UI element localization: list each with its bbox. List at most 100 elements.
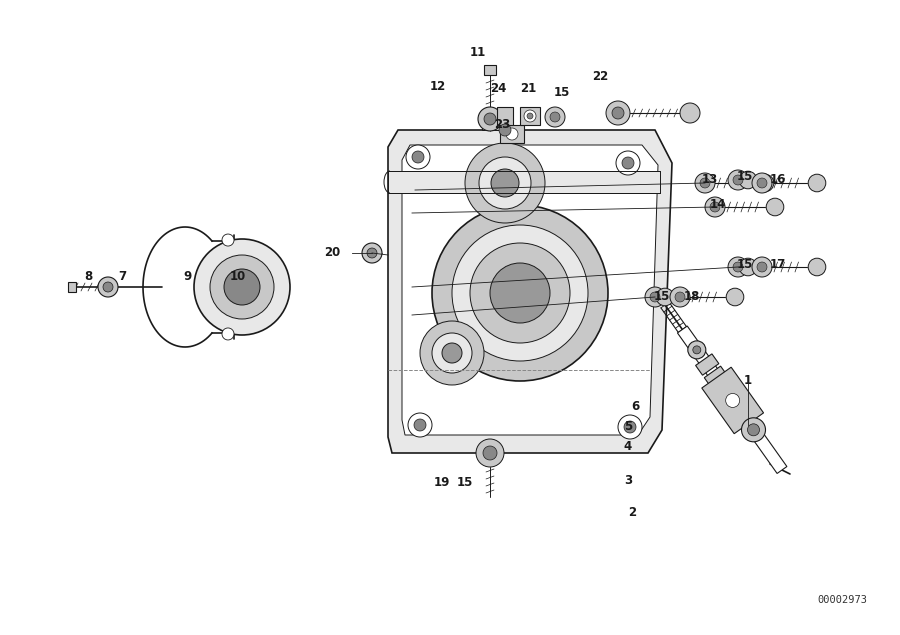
Circle shape (224, 269, 260, 305)
Circle shape (210, 255, 274, 319)
Text: 22: 22 (592, 70, 608, 83)
Circle shape (483, 446, 497, 460)
Circle shape (622, 157, 634, 169)
Circle shape (545, 107, 565, 127)
Polygon shape (696, 354, 719, 375)
Circle shape (808, 174, 826, 192)
Text: 23: 23 (494, 119, 510, 131)
Circle shape (476, 439, 504, 467)
Circle shape (442, 343, 462, 363)
Circle shape (478, 107, 502, 131)
Polygon shape (402, 145, 658, 435)
Bar (484, 65, 496, 75)
Circle shape (432, 333, 472, 373)
Circle shape (752, 173, 772, 193)
Circle shape (700, 178, 710, 188)
Circle shape (675, 292, 685, 302)
Circle shape (742, 418, 766, 442)
Circle shape (491, 169, 519, 197)
Polygon shape (705, 366, 730, 391)
Text: 15: 15 (457, 476, 473, 490)
Bar (520, 107, 540, 125)
Bar (68, 282, 76, 292)
Text: 18: 18 (684, 290, 700, 304)
Circle shape (680, 103, 700, 123)
Circle shape (733, 262, 743, 272)
Text: 10: 10 (230, 271, 246, 283)
Circle shape (728, 257, 748, 277)
Circle shape (470, 243, 570, 343)
Circle shape (739, 258, 757, 276)
Circle shape (550, 112, 560, 122)
Bar (497, 107, 513, 125)
Text: 15: 15 (737, 258, 753, 272)
Circle shape (499, 124, 511, 136)
Circle shape (808, 258, 826, 276)
Circle shape (726, 288, 743, 306)
Circle shape (527, 113, 533, 119)
Bar (388, 171, 660, 193)
Circle shape (748, 424, 760, 436)
Circle shape (98, 277, 118, 297)
Text: 5: 5 (624, 420, 632, 434)
Text: 15: 15 (737, 171, 753, 184)
Text: 16: 16 (770, 173, 787, 187)
Text: 14: 14 (710, 199, 726, 211)
Circle shape (194, 239, 290, 335)
Circle shape (479, 157, 531, 209)
Circle shape (645, 287, 665, 307)
Text: 7: 7 (118, 271, 126, 283)
Circle shape (670, 287, 690, 307)
Circle shape (367, 248, 377, 258)
Circle shape (705, 197, 725, 217)
Circle shape (612, 107, 624, 119)
Circle shape (490, 263, 550, 323)
Text: 1: 1 (744, 373, 752, 387)
Circle shape (420, 321, 484, 385)
Circle shape (739, 171, 757, 189)
Text: 24: 24 (490, 81, 506, 95)
Circle shape (728, 170, 748, 190)
Circle shape (408, 413, 432, 437)
Polygon shape (482, 113, 508, 130)
Circle shape (688, 341, 706, 359)
Text: 00002973: 00002973 (817, 595, 867, 605)
Circle shape (103, 282, 113, 292)
Text: 9: 9 (184, 271, 192, 283)
Text: 4: 4 (624, 441, 632, 453)
Text: 11: 11 (470, 46, 486, 60)
Circle shape (752, 257, 772, 277)
Text: 6: 6 (631, 401, 639, 413)
Circle shape (733, 175, 743, 185)
Text: 13: 13 (702, 173, 718, 187)
Text: 20: 20 (324, 246, 340, 260)
Text: 17: 17 (770, 258, 786, 272)
Text: 12: 12 (430, 81, 446, 93)
Text: 3: 3 (624, 474, 632, 486)
Bar (500, 125, 524, 143)
Text: 8: 8 (84, 271, 92, 283)
Circle shape (222, 234, 234, 246)
Circle shape (506, 128, 518, 140)
Polygon shape (388, 130, 672, 453)
Text: 21: 21 (520, 81, 536, 95)
Circle shape (766, 198, 784, 216)
Circle shape (432, 205, 608, 381)
Circle shape (452, 225, 588, 361)
Circle shape (362, 243, 382, 263)
Circle shape (618, 415, 642, 439)
Polygon shape (678, 326, 787, 474)
Circle shape (757, 178, 767, 188)
Circle shape (695, 173, 715, 193)
Circle shape (693, 346, 701, 354)
Circle shape (757, 262, 767, 272)
Circle shape (465, 143, 545, 223)
Circle shape (616, 151, 640, 175)
Text: 15: 15 (554, 86, 571, 100)
Circle shape (222, 328, 234, 340)
Circle shape (650, 292, 660, 302)
Circle shape (524, 110, 536, 122)
Circle shape (656, 288, 674, 306)
Polygon shape (702, 367, 763, 434)
Circle shape (624, 421, 636, 433)
